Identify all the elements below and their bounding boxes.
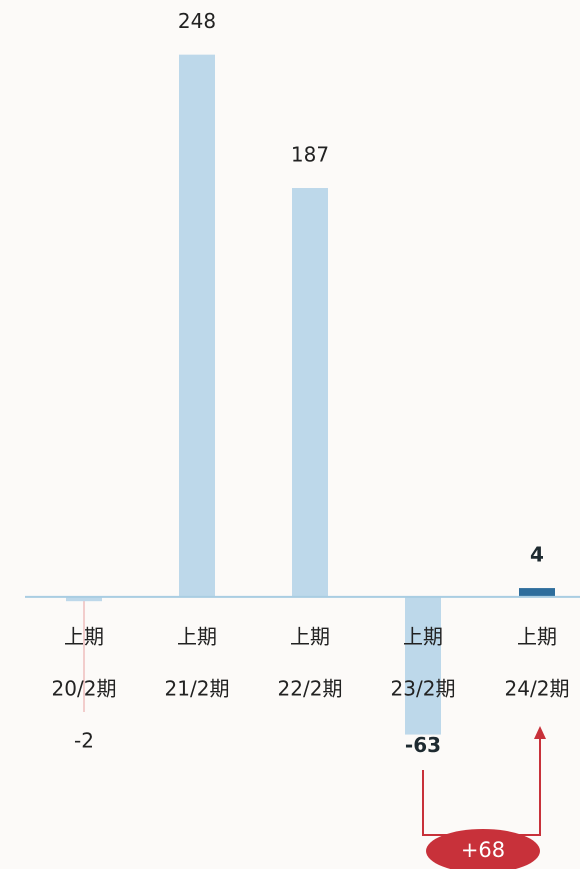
bar: [405, 596, 441, 735]
annotation-text: +68: [461, 838, 505, 862]
x-tick-label: 20/2期: [52, 677, 117, 701]
value-label: 248: [178, 9, 216, 33]
x-tick-label: 23/2期: [391, 677, 456, 701]
value-label: -63: [405, 733, 441, 757]
x-tick-label: 上期: [64, 625, 104, 649]
x-tick-label: 22/2期: [278, 677, 343, 701]
difference-bracket: +68: [422, 726, 546, 869]
bar: [519, 588, 555, 597]
x-tick-label: 上期: [403, 625, 443, 649]
x-tick-label: 上期: [177, 625, 217, 649]
value-label: 187: [291, 143, 329, 167]
value-label: 4: [530, 543, 544, 567]
x-tick-label: 21/2期: [165, 677, 230, 701]
annotation-badge: [426, 829, 540, 869]
bar: [66, 596, 102, 602]
arrow-head: [534, 726, 546, 739]
value-label: -2: [74, 729, 94, 753]
x-tick-label: 24/2期: [505, 677, 570, 701]
x-tick-label: 上期: [290, 625, 330, 649]
x-tick-label: 上期: [517, 625, 557, 649]
bar: [292, 188, 328, 597]
bar: [179, 54, 215, 597]
